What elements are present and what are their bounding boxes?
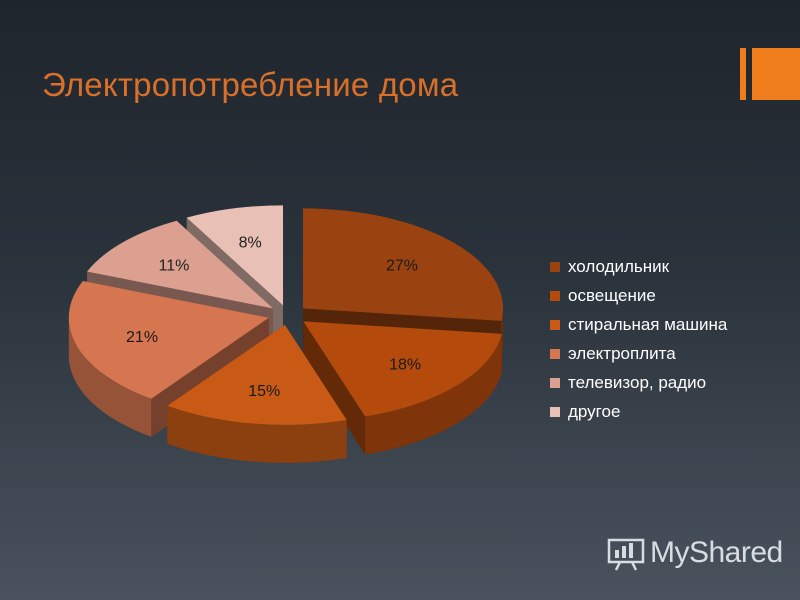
data-label: 11% xyxy=(159,258,190,275)
chart-legend: холодильник освещение стиральная машина … xyxy=(550,252,727,426)
data-label: 27% xyxy=(386,258,418,275)
watermark-text: MyShared xyxy=(650,536,783,569)
legend-item: другое xyxy=(550,397,727,426)
legend-swatch xyxy=(550,290,560,301)
legend-item: телевизор, радио xyxy=(550,368,727,397)
data-label: 15% xyxy=(248,383,280,400)
legend-swatch xyxy=(550,261,560,272)
slice-wall xyxy=(365,333,502,455)
slice-top xyxy=(303,321,502,417)
slice-top xyxy=(68,280,269,399)
slice-top xyxy=(186,205,284,306)
accent-bar-thick xyxy=(752,48,800,100)
legend-item: освещение xyxy=(550,281,727,310)
legend-label: холодильник xyxy=(568,256,670,276)
legend-swatch xyxy=(550,319,560,330)
accent-bar-thin xyxy=(740,48,746,100)
data-label: 21% xyxy=(126,329,158,346)
slice-wall xyxy=(167,405,347,463)
legend-label: электроплита xyxy=(568,343,676,363)
slice-top xyxy=(303,208,504,321)
legend-swatch xyxy=(550,348,560,359)
slice-wall xyxy=(68,317,152,437)
pie-slice xyxy=(167,324,347,463)
slide-title: Электропотребление дома xyxy=(42,66,459,103)
slice-side xyxy=(303,321,366,455)
legend-label: другое xyxy=(568,401,621,421)
watermark: MyShared xyxy=(606,534,783,572)
legend-item: стиральная машина xyxy=(550,310,727,339)
legend-label: телевизор, радио xyxy=(568,372,707,392)
slice-top xyxy=(87,220,273,309)
data-label: 8% xyxy=(239,234,262,251)
legend-label: освещение xyxy=(568,285,656,305)
presentation-board-icon xyxy=(607,538,645,571)
data-label: 18% xyxy=(389,356,421,373)
legend-item: холодильник xyxy=(550,252,727,281)
pie-slice xyxy=(303,321,502,455)
legend-label: стиральная машина xyxy=(568,314,728,334)
slice-top xyxy=(167,324,347,425)
legend-swatch xyxy=(550,406,560,417)
legend-swatch xyxy=(550,377,560,388)
legend-item: электроплита xyxy=(550,339,727,368)
